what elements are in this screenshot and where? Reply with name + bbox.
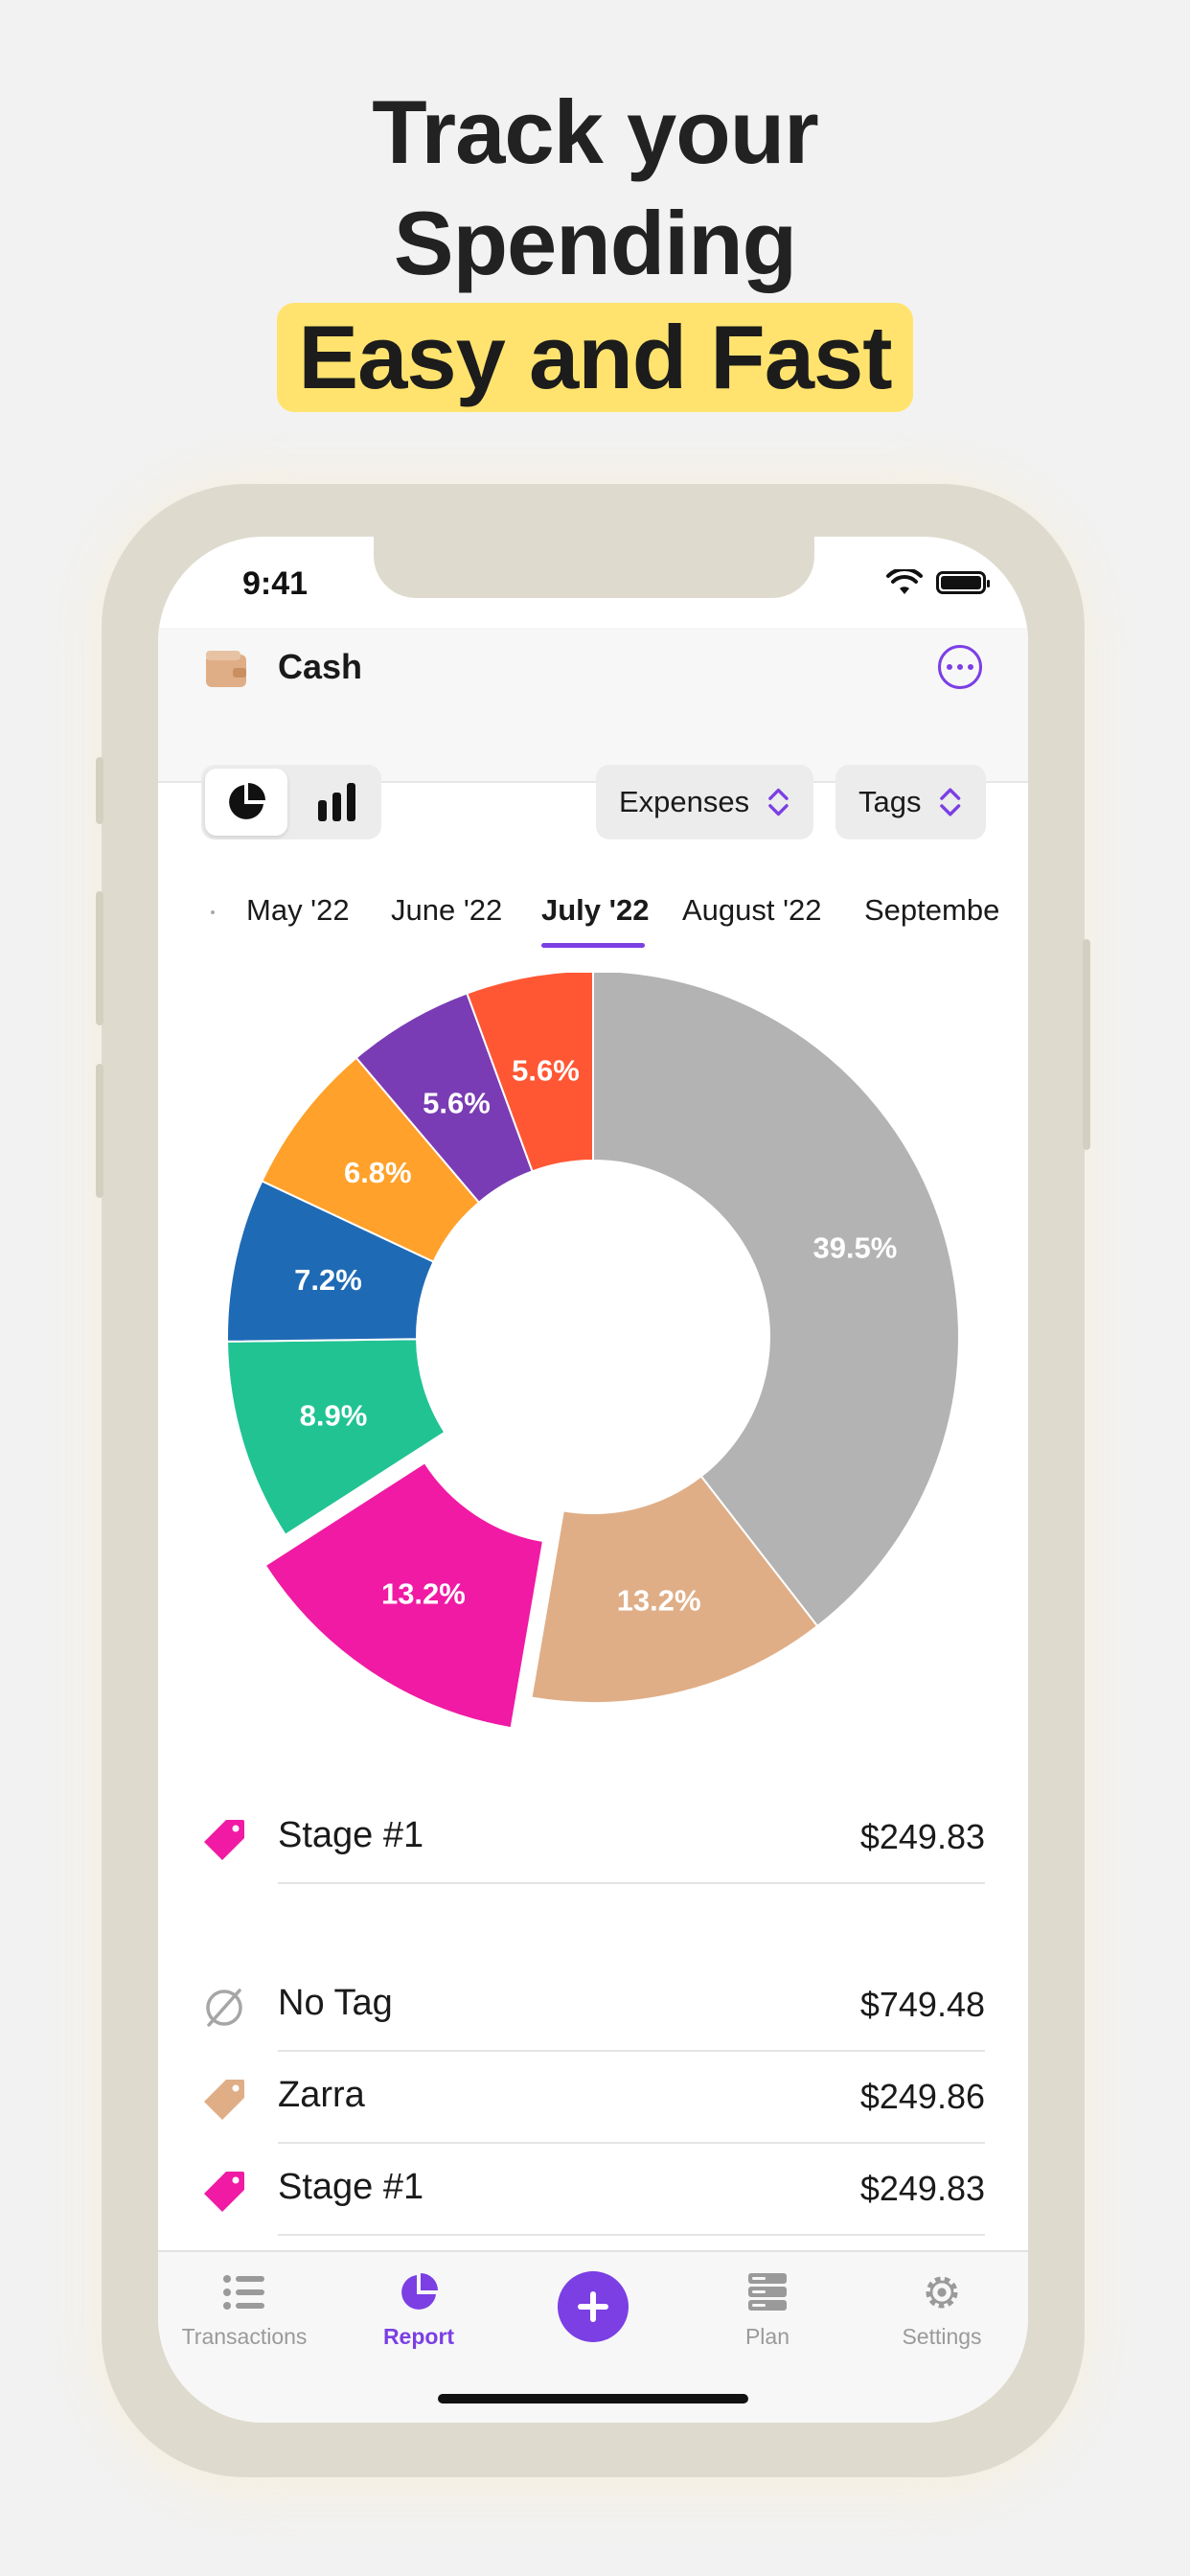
tag-icon xyxy=(204,2080,244,2120)
slice-label: 13.2% xyxy=(617,1584,701,1618)
status-icons xyxy=(886,569,990,596)
phone-side-button xyxy=(96,757,103,824)
tab-settings[interactable]: Settings xyxy=(856,2271,1028,2350)
month-selector: May '22 June '22 July '22 August '22 Sep… xyxy=(158,882,1028,958)
battery-icon xyxy=(936,571,990,594)
slice-label: 39.5% xyxy=(812,1230,897,1264)
type-selector-label: Expenses xyxy=(619,785,750,818)
chevron-up-down-icon xyxy=(940,788,961,816)
month-tab[interactable]: Septembe xyxy=(864,893,1000,927)
row-divider xyxy=(278,2234,985,2236)
month-tab-selected[interactable]: July '22 xyxy=(541,893,650,927)
tab-label: Transactions xyxy=(181,2324,308,2349)
add-transaction-button[interactable] xyxy=(558,2271,629,2342)
slice-label: 5.6% xyxy=(512,1053,580,1087)
bar-chart-icon[interactable] xyxy=(314,781,360,823)
segment-pie-selected[interactable] xyxy=(205,769,287,836)
month-selected-underline xyxy=(541,943,645,948)
tab-label: Report xyxy=(382,2324,455,2349)
gear-icon xyxy=(926,2276,958,2309)
tab-label: Plan xyxy=(744,2324,790,2349)
stack-icon xyxy=(748,2273,787,2311)
row-amount: $249.86 xyxy=(859,2077,985,2116)
plus-icon xyxy=(578,2291,608,2322)
pie-chart-icon xyxy=(401,2273,438,2310)
list-icon xyxy=(223,2275,264,2310)
tag-icon xyxy=(204,2172,244,2212)
type-selector[interactable]: Expenses xyxy=(596,765,813,840)
tag-icon xyxy=(204,1820,244,1860)
row-divider xyxy=(278,2142,985,2144)
slice-label: 6.8% xyxy=(344,1156,412,1189)
navbar: Cash xyxy=(158,628,1028,783)
phone-side-button xyxy=(1083,939,1090,1150)
tab-label: Settings xyxy=(902,2324,982,2349)
slice-label: 7.2% xyxy=(294,1263,362,1297)
ellipsis-circle-icon[interactable] xyxy=(938,645,982,689)
slice-label: 5.6% xyxy=(423,1087,491,1120)
row-label: Stage #1 xyxy=(278,1815,424,1855)
row-amount: $249.83 xyxy=(859,1817,985,1856)
list-item[interactable]: Stage #1 $249.83 xyxy=(158,2144,1028,2236)
donut-slice[interactable] xyxy=(592,973,960,1628)
donut-slice[interactable] xyxy=(530,1474,819,1704)
account-title[interactable]: Cash xyxy=(278,647,363,686)
tab-transactions[interactable]: Transactions xyxy=(158,2271,331,2350)
month-scroll-indicator xyxy=(211,910,215,914)
status-time: 9:41 xyxy=(242,565,309,602)
row-amount: $749.48 xyxy=(859,1985,985,2024)
headline-highlight: Easy and Fast xyxy=(277,303,913,412)
slice-label: 13.2% xyxy=(381,1577,466,1611)
home-indicator xyxy=(438,2394,748,2404)
notch xyxy=(374,537,814,598)
donut-slice[interactable] xyxy=(263,1460,545,1730)
donut-slice[interactable] xyxy=(466,973,594,1173)
wallet-icon[interactable] xyxy=(204,647,248,689)
headline-line-2: Spending xyxy=(393,193,797,293)
list-item[interactable]: Zarra $249.86 xyxy=(158,2052,1028,2144)
phone-side-button xyxy=(96,1064,103,1198)
row-label: Stage #1 xyxy=(278,2167,424,2207)
chevron-up-down-icon xyxy=(768,788,789,816)
row-label: No Tag xyxy=(278,1983,393,2023)
view-mode-segmented-control xyxy=(201,765,381,840)
donut-chart: 39.5% 13.2% 13.2% 8.9% 7.2% 6.8% 5.6% 5.6% xyxy=(226,973,960,1730)
headline-line-1: Track your xyxy=(372,81,818,182)
month-tab[interactable]: May '22 xyxy=(246,893,350,927)
row-amount: $249.83 xyxy=(859,2169,985,2208)
row-divider xyxy=(278,1882,985,1884)
slice-label: 8.9% xyxy=(300,1399,368,1433)
tab-plan[interactable]: Plan xyxy=(681,2271,854,2350)
tab-report[interactable]: Report xyxy=(332,2271,505,2350)
list-item[interactable]: No Tag $749.48 xyxy=(158,1960,1028,2052)
month-tab[interactable]: June '22 xyxy=(391,893,503,927)
phone-side-button xyxy=(96,891,103,1025)
group-selector[interactable]: Tags xyxy=(835,765,986,840)
headline: Track your Spending Easy and Fast xyxy=(0,77,1190,412)
wifi-icon xyxy=(886,569,923,594)
row-divider xyxy=(278,2050,985,2052)
phone-screen: 9:41 Cash Expenses xyxy=(158,537,1028,2423)
group-selector-label: Tags xyxy=(858,785,922,818)
row-label: Zarra xyxy=(278,2075,365,2115)
pie-chart-icon[interactable] xyxy=(225,781,267,823)
selected-tag-row[interactable]: Stage #1 $249.83 xyxy=(158,1792,1028,1884)
no-tag-icon xyxy=(206,1989,242,2027)
month-tab[interactable]: August '22 xyxy=(682,893,822,927)
